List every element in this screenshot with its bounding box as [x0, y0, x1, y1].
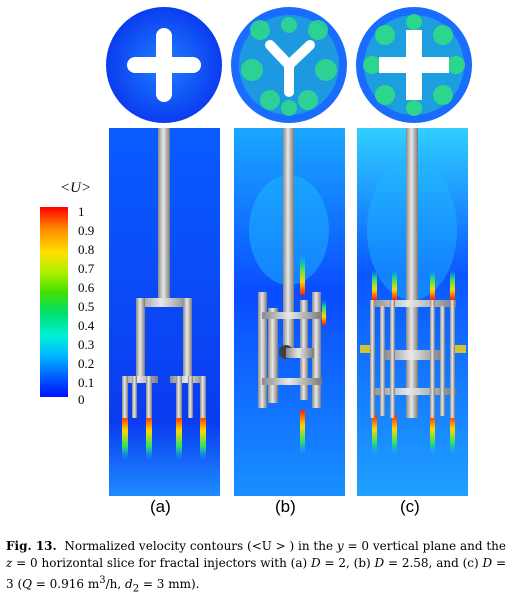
contour-panel-b: [234, 128, 345, 496]
contour-panel-a: [109, 128, 220, 496]
colorbar: [40, 207, 68, 397]
colorbar-tick: 0: [78, 392, 85, 407]
colorbar-tick: 0.7: [78, 261, 95, 276]
injector-b: [258, 128, 322, 408]
velocity-contour-figure: [106, 7, 472, 496]
colorbar-tick: 0.4: [78, 318, 95, 333]
panel-label-a: (a): [150, 497, 171, 516]
jets-c: [360, 270, 466, 455]
top-view-disc-c: [356, 7, 472, 123]
colorbar-tick: 0.3: [78, 337, 95, 352]
colorbar-tick: 0.8: [78, 242, 95, 257]
jets-a: [122, 415, 206, 460]
top-view-disc-a: [106, 7, 222, 123]
figure-caption: Fig. 13. Normalized velocity contours (<…: [6, 539, 507, 595]
colorbar-tick: 0.9: [78, 223, 95, 238]
figure-label: Fig. 13.: [6, 539, 57, 553]
injector-a: [122, 128, 206, 418]
colorbar-tick: 0.1: [78, 375, 95, 390]
top-view-disc-b: [231, 7, 347, 123]
contour-panel-c: [357, 128, 468, 496]
panel-label-c: (c): [400, 497, 420, 516]
colorbar-tick: 1: [78, 204, 85, 219]
colorbar-tick: 0.5: [78, 299, 95, 314]
colorbar-title: <U>: [60, 180, 92, 196]
panel-label-b: (b): [275, 497, 296, 516]
colorbar-tick: 0.2: [78, 356, 95, 371]
injector-c: [370, 128, 456, 418]
colorbar-tick: 0.6: [78, 280, 95, 295]
